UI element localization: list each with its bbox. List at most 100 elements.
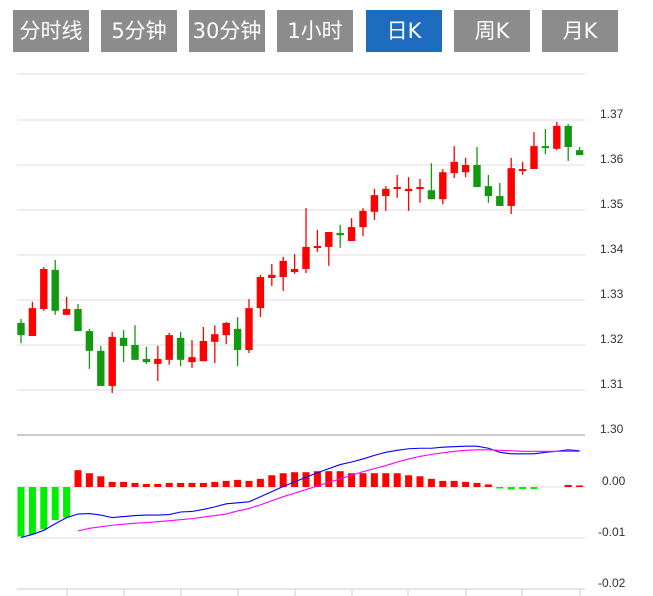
macd-bar	[348, 473, 356, 487]
macd-bar	[484, 484, 492, 487]
macd-bar	[405, 475, 413, 487]
candle-down	[131, 345, 139, 360]
candle-up	[28, 308, 37, 336]
candle-down	[473, 165, 481, 188]
candle-down	[336, 232, 344, 236]
price-tick: 1.34	[600, 242, 624, 256]
macd-bar	[222, 480, 230, 487]
candle-up	[393, 187, 401, 190]
candle-up	[450, 161, 458, 174]
candle-up	[108, 336, 116, 386]
candle-down	[74, 309, 82, 332]
candle-up	[40, 268, 48, 309]
candle-down	[119, 337, 128, 346]
candle-down	[233, 328, 242, 350]
macd-bar	[279, 473, 287, 487]
price-tick: 1.33	[600, 287, 624, 301]
macd-bar	[359, 473, 367, 487]
macd-bar	[393, 473, 401, 487]
price-tick: 1.32	[600, 332, 624, 346]
candle-up	[416, 187, 424, 190]
candle-down	[176, 337, 185, 360]
macd-bar	[427, 478, 435, 487]
macd-bar	[51, 487, 59, 521]
candle-up	[211, 334, 219, 342]
candle-down	[484, 186, 493, 197]
axis-labels: 1.37 1.36 1.35 1.34 1.33 1.32 1.31 1.30 …	[598, 107, 626, 590]
tab-intraday[interactable]: 分时线	[13, 10, 89, 52]
candle-up	[302, 246, 310, 269]
candle-up	[313, 246, 322, 248]
candle-up	[553, 125, 561, 149]
macd-bar	[177, 482, 185, 487]
candle-down	[575, 150, 584, 156]
macd-bar	[462, 481, 470, 487]
macd-tick: -0.01	[598, 525, 626, 539]
macd-bar	[97, 476, 105, 487]
tab-1hour[interactable]: 1小时	[277, 10, 353, 52]
macd-bar	[108, 481, 116, 487]
macd-tick: -0.02	[598, 576, 626, 590]
macd-bar	[519, 487, 527, 490]
macd-bar	[291, 472, 299, 487]
macd-bar	[450, 480, 458, 487]
candle-up	[188, 357, 196, 363]
candles	[17, 121, 584, 394]
price-tick: 1.31	[600, 377, 624, 391]
candle-up	[404, 188, 413, 192]
candle-down	[85, 331, 94, 351]
macd-bar	[120, 481, 128, 487]
period-tabs: 分时线 5分钟 30分钟 1小时 日K 周K 月K	[0, 10, 653, 52]
tab-30min[interactable]: 30分钟	[189, 10, 265, 52]
macd-bar	[74, 470, 82, 487]
dif-line	[20, 445, 580, 539]
tab-daily-k[interactable]: 日K	[366, 10, 442, 52]
macd-bar	[234, 479, 242, 487]
macd-bar	[40, 487, 48, 530]
candle-up	[290, 268, 299, 273]
macd-bar	[211, 481, 219, 487]
candle-down	[496, 196, 504, 206]
candle-up	[165, 335, 173, 360]
candle-up	[245, 308, 253, 350]
macd-bar	[188, 482, 196, 487]
candle-up	[325, 232, 333, 247]
macd-bar	[473, 482, 481, 487]
candle-up	[439, 172, 447, 200]
candle-up	[256, 277, 265, 309]
candle-down	[427, 190, 436, 200]
macd-bar	[576, 485, 584, 487]
candle-up	[268, 274, 276, 278]
candle-up	[199, 340, 208, 362]
grid	[17, 73, 585, 596]
candle-down	[142, 358, 151, 363]
candle-up	[518, 169, 527, 172]
candle-down	[541, 146, 550, 149]
macd-bar	[507, 487, 515, 490]
candle-down	[97, 350, 105, 386]
candle-down	[17, 322, 25, 336]
candle-up	[279, 260, 287, 278]
macd-bar	[142, 483, 150, 487]
macd-bar	[530, 487, 538, 490]
macd-bar	[370, 473, 378, 487]
candle-up	[382, 188, 390, 197]
candle-up	[222, 322, 230, 336]
candle-up	[461, 165, 470, 173]
candle-up	[347, 227, 356, 242]
candle-down	[51, 269, 59, 311]
price-tick: 1.35	[600, 197, 624, 211]
candle-up	[62, 309, 71, 315]
macd-bar	[416, 476, 424, 487]
tab-weekly-k[interactable]: 周K	[454, 10, 530, 52]
tab-5min[interactable]: 5分钟	[101, 10, 177, 52]
macd-bar	[63, 487, 71, 518]
candle-down	[564, 125, 572, 147]
price-tick: 1.30	[600, 422, 624, 436]
macd-bar	[382, 473, 390, 487]
macd-tick: 0.00	[602, 474, 626, 488]
tab-monthly-k[interactable]: 月K	[542, 10, 618, 52]
candle-up	[530, 146, 538, 170]
price-tick: 1.36	[600, 152, 624, 166]
